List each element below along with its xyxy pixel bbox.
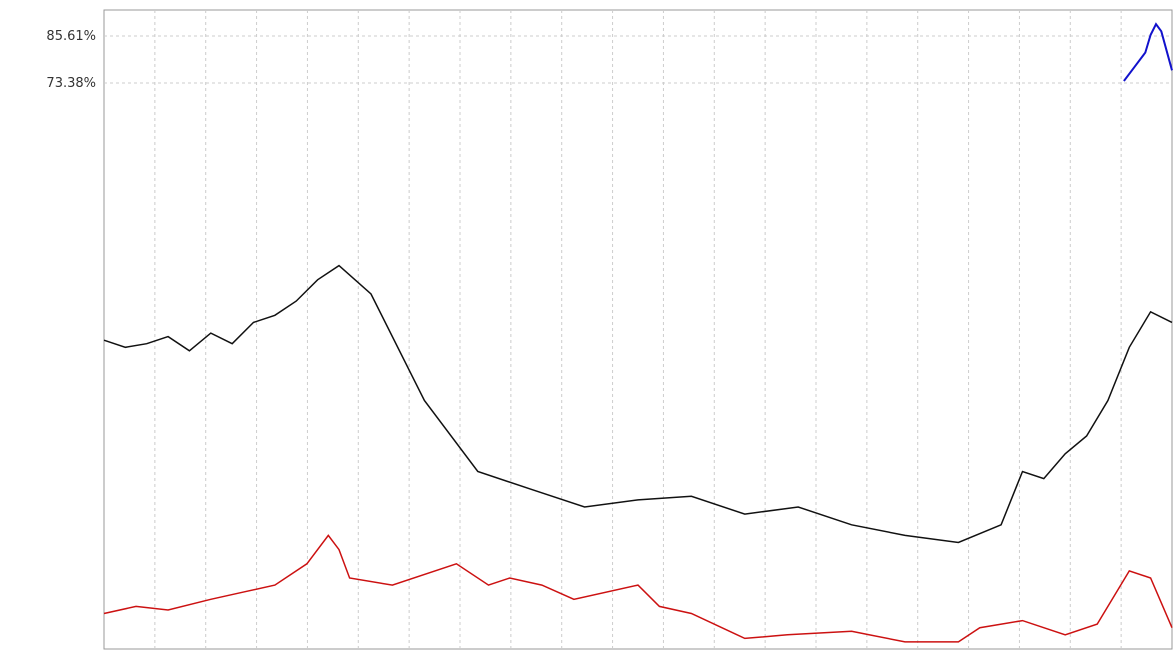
y-tick-label: 73.38% [46,76,96,91]
series-layer [103,22,1173,643]
series-line-2 [103,534,1173,643]
grid-lines [104,10,1172,649]
y-tick-label: 85.61% [46,29,96,44]
plot-area [103,9,1173,650]
series-line-1 [103,264,1173,544]
y-axis: 85.61% 73.38% [46,29,96,91]
series-line-0 [1123,22,1173,82]
